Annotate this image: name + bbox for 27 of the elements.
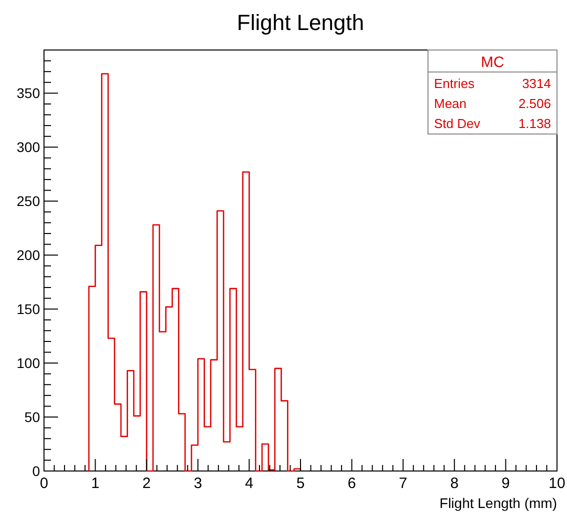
x-tick-label: 2: [142, 475, 151, 492]
annotation: Std Dev: [434, 116, 481, 131]
x-tick-label: 3: [194, 475, 202, 492]
x-tick-label: 4: [245, 475, 254, 492]
y-tick-label: 250: [16, 193, 40, 210]
x-tick-label: 9: [502, 475, 510, 492]
y-tick-label: 100: [16, 355, 40, 372]
y-tick-label: 0: [32, 463, 40, 479]
y-tick-label: 300: [16, 139, 40, 156]
annotation: 3314: [522, 76, 551, 91]
y-tick-label: 50: [24, 409, 40, 426]
y-tick-label: 150: [16, 301, 40, 318]
chart-title: Flight Length: [236, 10, 364, 35]
annotation: Mean: [434, 96, 467, 111]
annotation: MC: [480, 54, 504, 71]
annotation: Entries: [434, 76, 475, 91]
annotation: 1.138: [518, 116, 551, 131]
x-tick-label: 10: [548, 475, 566, 492]
x-tick-label: 8: [450, 475, 459, 492]
x-axis-title: Flight Length (mm): [440, 495, 557, 511]
x-tick-label: 5: [296, 475, 305, 492]
annotation: 2.506: [518, 96, 551, 111]
y-tick-label: 200: [16, 247, 40, 264]
x-tick-label: 7: [398, 475, 408, 492]
x-tick-label: 6: [348, 475, 356, 492]
y-tick-label: 350: [16, 85, 40, 102]
x-tick-label: 1: [91, 475, 100, 492]
